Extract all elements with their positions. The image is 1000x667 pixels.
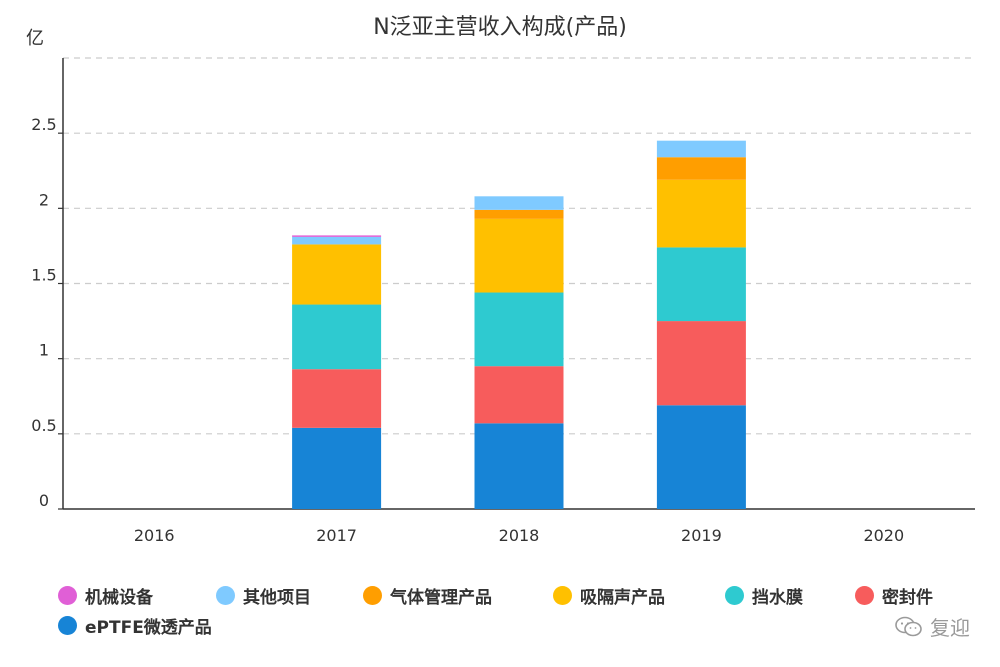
legend-swatch [725, 585, 744, 605]
bar-segment-sound_absorb-2018 [474, 218, 564, 293]
bar-segment-seal-2018 [474, 366, 564, 424]
legend-item-other[interactable]: 其他项目 [216, 582, 311, 608]
bar-segment-eptfe-2019 [656, 405, 746, 509]
y-tick-label: 2 [39, 190, 49, 209]
legend-item-sound_absorb[interactable]: 吸隔声产品 [553, 582, 665, 608]
bar-segment-sound_absorb-2019 [656, 179, 746, 248]
y-tick-label: 2.5 [31, 115, 56, 134]
x-tick-label: 2017 [316, 526, 357, 545]
bar-segment-eptfe-2018 [474, 423, 564, 509]
bar-segment-water_membrane-2018 [474, 292, 564, 367]
legend-item-eptfe[interactable]: ePTFE微透产品 [58, 612, 212, 638]
y-tick-label: 1.5 [31, 266, 56, 285]
x-tick-label: 2020 [863, 526, 904, 545]
bar-segment-water_membrane-2019 [656, 247, 746, 322]
y-tick-label: 0.5 [31, 416, 56, 435]
legend-swatch [363, 585, 382, 605]
wechat-icon [895, 616, 922, 636]
watermark-text: 复迎 [930, 616, 970, 640]
bar-segment-water_membrane-2017 [292, 304, 382, 370]
x-tick-label: 2016 [134, 526, 175, 545]
legend-item-gas_mgmt[interactable]: 气体管理产品 [363, 582, 492, 608]
y-tick-labels: 0 0.5 1 1.5 2 2.5 [31, 115, 63, 510]
legend-item-machinery[interactable]: 机械设备 [58, 582, 153, 608]
bar-segment-sound_absorb-2017 [292, 244, 382, 305]
legend-label: 挡水膜 [752, 587, 803, 608]
legend-label: 气体管理产品 [390, 587, 492, 608]
legend-swatch [58, 615, 77, 635]
legend-label: ePTFE微透产品 [85, 617, 212, 638]
bar-segment-seal-2017 [292, 369, 382, 428]
bar-segment-machinery-2017 [292, 235, 382, 237]
legend-swatch [58, 585, 77, 605]
legend-swatch [216, 585, 235, 605]
legend-label: 密封件 [882, 587, 933, 608]
y-tick-label: 1 [39, 341, 49, 360]
bar-segment-gas_mgmt-2019 [656, 157, 746, 180]
bar-stacks [292, 140, 746, 509]
y-unit-label: 亿 [26, 28, 44, 49]
bar-segment-eptfe-2017 [292, 427, 382, 509]
x-tick-labels: 2016 2017 2018 2019 2020 [134, 526, 904, 545]
legend-label: 机械设备 [85, 587, 153, 608]
legend-item-seal[interactable]: 密封件 [855, 582, 933, 608]
bar-segment-seal-2019 [656, 321, 746, 406]
bar-segment-other-2017 [292, 236, 382, 245]
bar-segment-other-2018 [474, 196, 564, 210]
x-tick-label: 2019 [681, 526, 722, 545]
legend-swatch [553, 585, 572, 605]
legend-label: 其他项目 [243, 587, 311, 608]
bar-segment-gas_mgmt-2018 [474, 209, 564, 219]
y-tick-label: 0 [39, 491, 49, 510]
legend-item-water_membrane[interactable]: 挡水膜 [725, 582, 803, 608]
x-tick-label: 2018 [499, 526, 540, 545]
chart-title: N泛亚主营收入构成(产品) [373, 15, 627, 40]
legend-swatch [855, 585, 874, 605]
watermark: 复迎 [894, 612, 970, 641]
bar-segment-other-2019 [656, 140, 746, 158]
legend-label: 吸隔声产品 [580, 587, 665, 608]
